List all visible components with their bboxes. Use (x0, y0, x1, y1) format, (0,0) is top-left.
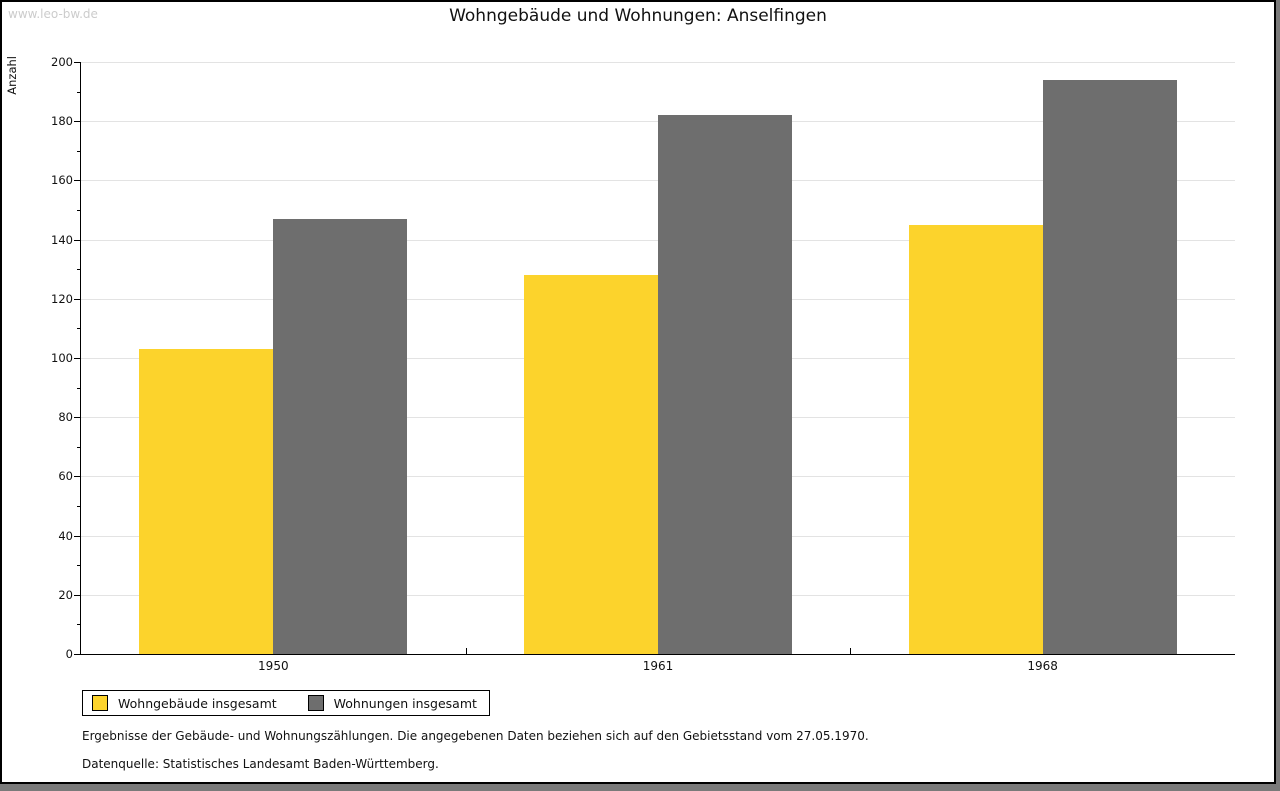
y-minor-tick (77, 210, 80, 211)
bar-series2-1968 (1042, 79, 1177, 654)
bar-series1-1968 (908, 224, 1043, 654)
y-major-tick (74, 298, 80, 300)
y-tick-label: 160 (51, 173, 73, 188)
bar-series2-1950 (273, 218, 408, 654)
y-minor-tick (77, 328, 80, 330)
x-boundary-tick (850, 648, 852, 654)
y-minor-tick (77, 446, 80, 448)
gridline (81, 62, 1235, 63)
y-tick-label: 140 (51, 232, 73, 247)
x-tick-label: 1961 (642, 659, 674, 673)
legend-item: Wohngebäude insgesamt (92, 695, 277, 711)
y-major-tick (74, 121, 80, 123)
y-tick-label: 40 (58, 528, 73, 543)
y-axis-title: Anzahl (5, 56, 19, 95)
y-minor-tick (77, 269, 80, 271)
y-minor-tick (77, 506, 80, 507)
legend-swatch-icon (92, 695, 108, 711)
y-major-tick (74, 358, 80, 359)
legend-label: Wohngebäude insgesamt (118, 695, 277, 711)
y-major-tick (74, 180, 80, 182)
y-tick-label: 0 (65, 647, 73, 661)
legend-swatch-icon (307, 695, 324, 711)
y-tick-label: 20 (58, 587, 73, 602)
bar-series1-1961 (524, 275, 658, 654)
y-minor-tick (77, 387, 80, 389)
y-tick-label: 100 (51, 351, 73, 365)
y-major-tick (74, 594, 80, 596)
x-boundary-tick (465, 648, 467, 654)
y-tick-label: 180 (51, 114, 73, 129)
footnote-line-2: Datenquelle: Statistisches Landesamt Bad… (82, 757, 439, 771)
legend-label: Wohnungen insgesamt (333, 695, 477, 711)
y-tick-label: 200 (51, 55, 73, 69)
legend-item: Wohnungen insgesamt (307, 695, 477, 711)
legend: Wohngebäude insgesamt Wohnungen insgesamt (82, 690, 490, 716)
y-tick-label: 60 (58, 469, 73, 484)
plot-area: 0 20 40 60 80 100 120 140 160 180 200 1950 1961 1968 (51, 55, 1235, 673)
y-major-tick (74, 417, 80, 419)
y-minor-tick (77, 150, 80, 152)
bar-series2-1961 (658, 115, 792, 654)
y-major-tick (74, 535, 80, 537)
y-tick-label: 120 (51, 291, 73, 306)
x-tick-label: 1968 (1027, 659, 1058, 673)
footnote-line-1: Ergebnisse der Gebäude- und Wohnungszähl… (82, 729, 869, 743)
y-minor-tick (77, 565, 80, 567)
x-tick-label: 1950 (258, 659, 289, 673)
y-major-tick (74, 62, 80, 63)
y-major-tick (74, 239, 80, 241)
y-tick-label: 80 (58, 410, 73, 425)
y-minor-tick (77, 91, 80, 93)
watermark: www.leo-bw.de (8, 7, 98, 21)
bar-series1-1950 (139, 349, 274, 654)
y-major-tick (74, 654, 80, 655)
page-title: Wohngebäude und Wohnungen: Anselfingen (449, 6, 827, 26)
y-major-tick (74, 476, 80, 478)
y-minor-tick (77, 624, 80, 626)
